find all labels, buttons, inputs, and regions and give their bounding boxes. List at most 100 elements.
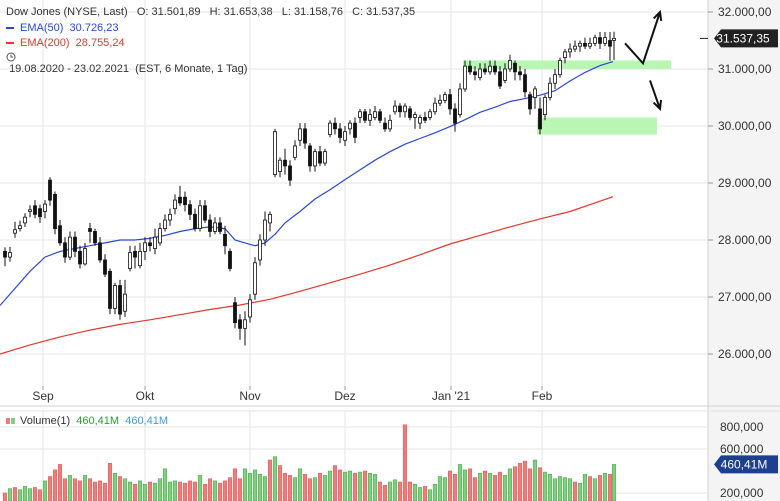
volume-bar bbox=[67, 475, 73, 501]
candle-body bbox=[503, 68, 507, 81]
volume-bar bbox=[137, 480, 143, 501]
candle-body bbox=[573, 45, 577, 50]
candle-body bbox=[558, 60, 562, 76]
volume-bar bbox=[532, 459, 538, 501]
support-zone bbox=[537, 117, 657, 135]
candle-body bbox=[123, 293, 127, 312]
volume-bar bbox=[577, 482, 583, 501]
candle-body bbox=[468, 65, 472, 73]
candle-body bbox=[413, 114, 417, 118]
volume-bar bbox=[262, 476, 268, 501]
period-row: 19.08.2020 - 23.02.2021 (EST, 6 Monate, … bbox=[6, 52, 415, 78]
volume-bar bbox=[17, 489, 23, 501]
volume-bar bbox=[517, 463, 523, 501]
volume-legend[interactable]: Volume(1) 460,41M 460,41M bbox=[6, 415, 168, 427]
y-tick-label: 29.000,00 bbox=[718, 176, 772, 190]
candle-body bbox=[128, 252, 132, 269]
candle-body bbox=[508, 60, 512, 70]
volume-bar bbox=[611, 464, 617, 501]
volume-up-swatch bbox=[11, 418, 15, 425]
candle-body bbox=[33, 205, 37, 215]
candle-body bbox=[603, 37, 607, 44]
current-price-label: 31.537,35 bbox=[716, 31, 770, 45]
ema50-legend[interactable]: EMA(50) 30.726,23 bbox=[6, 21, 415, 37]
candle-body bbox=[243, 319, 247, 329]
volume-bar bbox=[232, 468, 238, 501]
volume-bar bbox=[492, 475, 498, 501]
candle-body bbox=[23, 216, 27, 224]
volume-bar bbox=[227, 477, 233, 501]
candle-body bbox=[518, 71, 522, 76]
candle-body bbox=[3, 250, 7, 258]
ema200-legend[interactable]: EMA(200) 28.755,24 bbox=[6, 36, 415, 52]
volume-bar bbox=[447, 470, 453, 501]
volume-bar bbox=[282, 472, 288, 501]
volume-bar bbox=[367, 472, 373, 501]
volume-bar bbox=[437, 476, 443, 501]
volume-bar bbox=[7, 488, 13, 501]
volume-bar bbox=[382, 485, 388, 501]
volume-bar bbox=[57, 464, 63, 501]
candle-body bbox=[13, 229, 17, 234]
volume-bar bbox=[472, 477, 478, 501]
ema200-line bbox=[0, 196, 614, 355]
candle-body bbox=[68, 236, 72, 258]
open-value: O: 31.501,89 bbox=[136, 6, 201, 18]
volume-bar bbox=[572, 481, 578, 501]
candle-body bbox=[408, 108, 412, 118]
candle-body bbox=[333, 122, 337, 130]
clock-icon bbox=[6, 52, 415, 62]
volume-bar bbox=[317, 472, 323, 501]
candle-body bbox=[78, 250, 82, 265]
volume-bar bbox=[52, 469, 58, 501]
volume-bar bbox=[402, 424, 408, 501]
volume-bar bbox=[482, 470, 488, 501]
low-value: L: 31.158,76 bbox=[281, 6, 343, 18]
candle-body bbox=[113, 285, 117, 309]
volume-bar bbox=[357, 471, 363, 501]
volume-bar bbox=[542, 471, 548, 501]
high-value: H: 31.653,38 bbox=[209, 6, 273, 18]
candle-body bbox=[173, 199, 177, 210]
volume-bar bbox=[597, 475, 603, 501]
candle-body bbox=[448, 94, 452, 110]
candle-body bbox=[143, 242, 147, 252]
volume-bar bbox=[252, 469, 258, 501]
candle-body bbox=[298, 128, 302, 141]
volume-bar bbox=[337, 469, 343, 501]
candle-body bbox=[218, 222, 222, 232]
volume-bar bbox=[277, 465, 283, 501]
candle-body bbox=[318, 151, 322, 164]
candle-body bbox=[398, 105, 402, 113]
candle-body bbox=[358, 111, 362, 118]
candle-body bbox=[153, 236, 157, 249]
volume-tick-label: 200,000 bbox=[720, 486, 764, 500]
volume-current-badge bbox=[714, 455, 778, 474]
x-tick-label: Sep bbox=[32, 389, 54, 403]
volume-bar bbox=[162, 468, 168, 501]
volume-bar bbox=[552, 478, 558, 501]
candle-body bbox=[478, 68, 482, 78]
volume-bar bbox=[312, 477, 318, 501]
volume-bar bbox=[527, 468, 533, 501]
y-tick-label: 26.000,00 bbox=[718, 347, 772, 361]
volume-tick-label: 800,000 bbox=[720, 420, 764, 434]
candle-body bbox=[48, 179, 52, 201]
volume-bar bbox=[182, 482, 188, 501]
volume-bar bbox=[207, 478, 213, 501]
volume-bar bbox=[497, 471, 503, 501]
support-zone bbox=[463, 60, 671, 69]
volume-bar bbox=[242, 468, 248, 501]
volume-bar bbox=[107, 463, 113, 501]
candle-body bbox=[138, 250, 142, 267]
candle-body bbox=[368, 114, 372, 121]
volume-bar bbox=[42, 480, 48, 501]
close-value: C: 31.537,35 bbox=[352, 6, 416, 18]
candle-body bbox=[213, 222, 217, 232]
candle-body bbox=[423, 117, 427, 121]
y-tick-label: 30.000,00 bbox=[718, 119, 772, 133]
candle-body bbox=[168, 213, 172, 221]
volume-bar bbox=[507, 468, 513, 501]
volume-value-avg: 460,41M bbox=[125, 415, 169, 427]
candle-body bbox=[268, 213, 272, 224]
